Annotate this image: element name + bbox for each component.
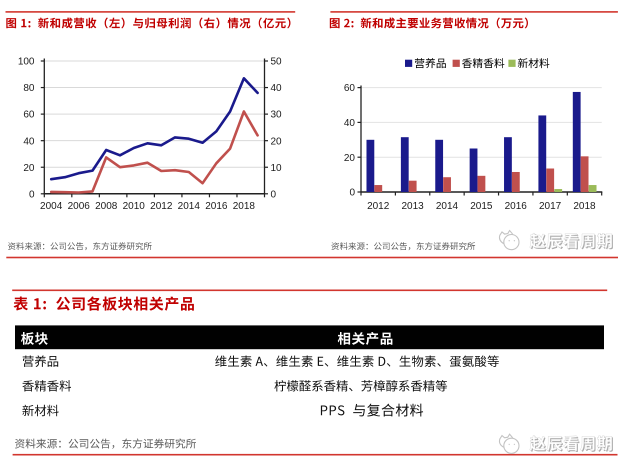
- svg-text:20: 20: [344, 153, 356, 164]
- svg-text:2017: 2017: [539, 201, 562, 212]
- svg-text:2012: 2012: [150, 201, 173, 212]
- svg-text:2012: 2012: [367, 201, 390, 212]
- svg-text:2008: 2008: [95, 201, 118, 212]
- svg-text:2004: 2004: [40, 201, 63, 212]
- svg-text:0: 0: [271, 189, 277, 200]
- svg-text:60: 60: [23, 110, 35, 121]
- svg-text:50: 50: [271, 57, 283, 68]
- svg-text:80: 80: [23, 83, 35, 94]
- svg-text:20: 20: [23, 163, 35, 174]
- svg-text:60: 60: [344, 83, 356, 94]
- svg-text:40: 40: [271, 83, 283, 94]
- svg-text:2010: 2010: [123, 201, 146, 212]
- svg-text:0: 0: [29, 189, 35, 200]
- svg-text:10: 10: [271, 163, 283, 174]
- svg-text:40: 40: [344, 118, 356, 129]
- svg-text:2014: 2014: [436, 201, 459, 212]
- svg-text:2015: 2015: [470, 201, 493, 212]
- svg-text:20: 20: [271, 136, 283, 147]
- svg-text:0: 0: [349, 188, 355, 199]
- svg-text:2016: 2016: [505, 201, 528, 212]
- svg-text:2018: 2018: [233, 201, 256, 212]
- svg-text:2013: 2013: [401, 201, 424, 212]
- svg-text:2018: 2018: [573, 201, 596, 212]
- svg-text:2016: 2016: [205, 201, 228, 212]
- svg-text:30: 30: [271, 110, 283, 121]
- svg-text:40: 40: [23, 136, 35, 147]
- svg-text:2006: 2006: [68, 201, 91, 212]
- svg-text:100: 100: [18, 57, 35, 68]
- svg-text:2014: 2014: [178, 201, 201, 212]
